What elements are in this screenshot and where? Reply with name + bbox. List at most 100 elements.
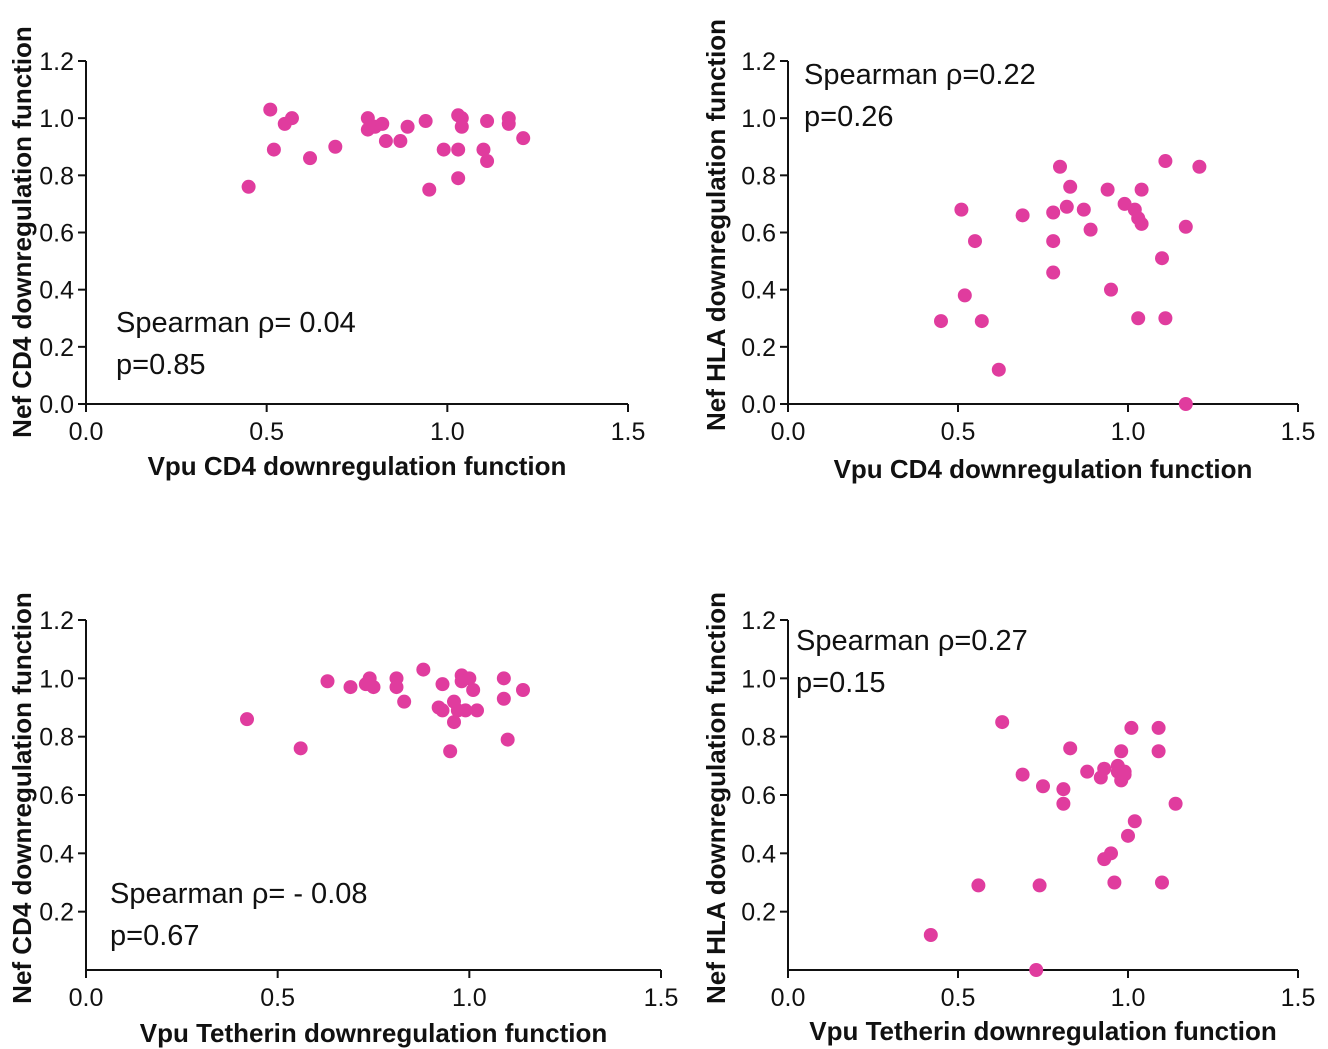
spearman-annotation: Spearman ρ=0.27: [796, 625, 1028, 657]
data-point: [293, 741, 308, 756]
y-tick-label: 0.0: [39, 391, 74, 419]
data-point: [1097, 761, 1112, 776]
data-point: [451, 171, 466, 186]
data-point: [1015, 208, 1030, 223]
data-point: [284, 111, 299, 126]
data-point: [1134, 182, 1149, 197]
data-point: [343, 680, 358, 695]
data-point: [422, 182, 437, 197]
y-tick-label: 1.0: [39, 105, 74, 133]
x-tick-label: 0.0: [771, 984, 806, 1012]
x-tick-label: 1.0: [1111, 984, 1146, 1012]
x-tick-label: 1.5: [1281, 418, 1316, 446]
x-tick-label: 0.5: [941, 418, 976, 446]
x-axis-label: Vpu Tetherin downregulation function: [140, 1018, 607, 1048]
panel-bottom-left: 0.2 0.4 0.6 0.8 1.0 1.2 0.0 0.5 1.0 1.5 Vpu Tether…: [7, 592, 678, 1048]
y-tick-label: 0.0: [741, 391, 776, 419]
data-point: [462, 671, 477, 686]
data-point: [991, 362, 1006, 377]
x-tick-label: 0.5: [249, 418, 284, 446]
p-value-annotation: p=0.26: [804, 101, 894, 133]
data-point: [389, 680, 404, 695]
data-point: [1192, 159, 1207, 174]
data-point: [1036, 779, 1050, 794]
data-point: [1151, 720, 1166, 735]
x-axis-label: Vpu CD4 downregulation function: [148, 451, 567, 481]
data-point: [1080, 764, 1095, 779]
data-point: [436, 142, 451, 157]
p-value-annotation: p=0.85: [116, 349, 206, 381]
y-tick-label: 0.2: [39, 899, 74, 927]
x-tick-label: 1.0: [430, 418, 465, 446]
data-point: [1063, 179, 1078, 194]
data-point: [1104, 282, 1118, 297]
p-value-annotation: p=0.67: [110, 920, 200, 952]
data-point: [1046, 234, 1061, 249]
data-point: [1178, 219, 1193, 234]
data-point: [375, 116, 390, 131]
data-point: [1117, 196, 1132, 211]
data-point: [480, 114, 495, 129]
x-tick-label: 0.5: [260, 984, 295, 1012]
y-tick-label: 1.0: [741, 105, 776, 133]
data-point: [454, 119, 469, 134]
data-point: [1032, 878, 1047, 893]
data-point: [418, 114, 433, 129]
data-point: [443, 744, 458, 759]
x-tick-label: 1.5: [611, 418, 646, 446]
data-point: [516, 683, 530, 697]
data-point: [954, 202, 969, 217]
data-point: [1015, 767, 1030, 782]
data-point: [1168, 796, 1183, 811]
data-point: [496, 671, 511, 686]
data-point: [501, 116, 516, 131]
y-tick-label: 0.8: [39, 724, 74, 752]
y-tick-label: 0.4: [741, 840, 776, 868]
data-point: [458, 703, 473, 718]
data-point: [451, 142, 466, 157]
data-point: [1155, 251, 1169, 266]
x-tick-label: 0.0: [771, 418, 806, 446]
data-point: [1114, 744, 1129, 759]
panel-top-left: 0.0 0.2 0.4 0.6 0.8 1.0 1.2 0.0 0.5 1.0 1.5 Vpu CD4…: [7, 26, 645, 481]
data-point: [303, 151, 318, 166]
y-tick-label: 0.4: [741, 277, 776, 305]
data-point: [466, 683, 481, 697]
data-point: [393, 134, 408, 149]
spearman-annotation: Spearman ρ= - 0.08: [110, 878, 368, 910]
data-point: [366, 680, 381, 695]
data-point: [1107, 875, 1122, 890]
x-tick-label: 1.5: [1281, 984, 1316, 1012]
x-tick-label: 1.0: [452, 984, 487, 1012]
data-point: [1104, 846, 1118, 861]
data-point: [447, 715, 461, 730]
data-point: [470, 703, 484, 718]
data-point: [1151, 744, 1166, 759]
y-tick-label: 0.4: [39, 277, 74, 305]
data-point: [496, 691, 511, 706]
data-point: [241, 179, 256, 194]
data-point: [1083, 222, 1098, 237]
data-point: [1056, 782, 1071, 797]
data-point: [995, 715, 1010, 730]
data-point: [1046, 205, 1061, 220]
y-tick-label: 1.2: [741, 607, 776, 635]
y-tick-label: 0.6: [39, 782, 74, 810]
data-point: [968, 234, 982, 249]
y-tick-label: 0.2: [741, 334, 776, 362]
y-tick-label: 1.2: [741, 48, 776, 76]
data-point: [328, 139, 343, 154]
y-tick-label: 0.4: [39, 840, 74, 868]
data-point: [400, 119, 415, 134]
y-tick-label: 0.6: [741, 782, 776, 810]
data-point: [480, 154, 495, 169]
spearman-annotation: Spearman ρ= 0.04: [116, 307, 356, 339]
data-point: [1121, 828, 1135, 843]
data-point: [1117, 764, 1132, 779]
y-tick-label: 0.8: [39, 162, 74, 190]
data-point: [1155, 875, 1169, 890]
data-point: [1046, 265, 1061, 280]
data-point: [1076, 202, 1091, 217]
x-axis-label: Vpu Tetherin downregulation function: [809, 1016, 1276, 1046]
